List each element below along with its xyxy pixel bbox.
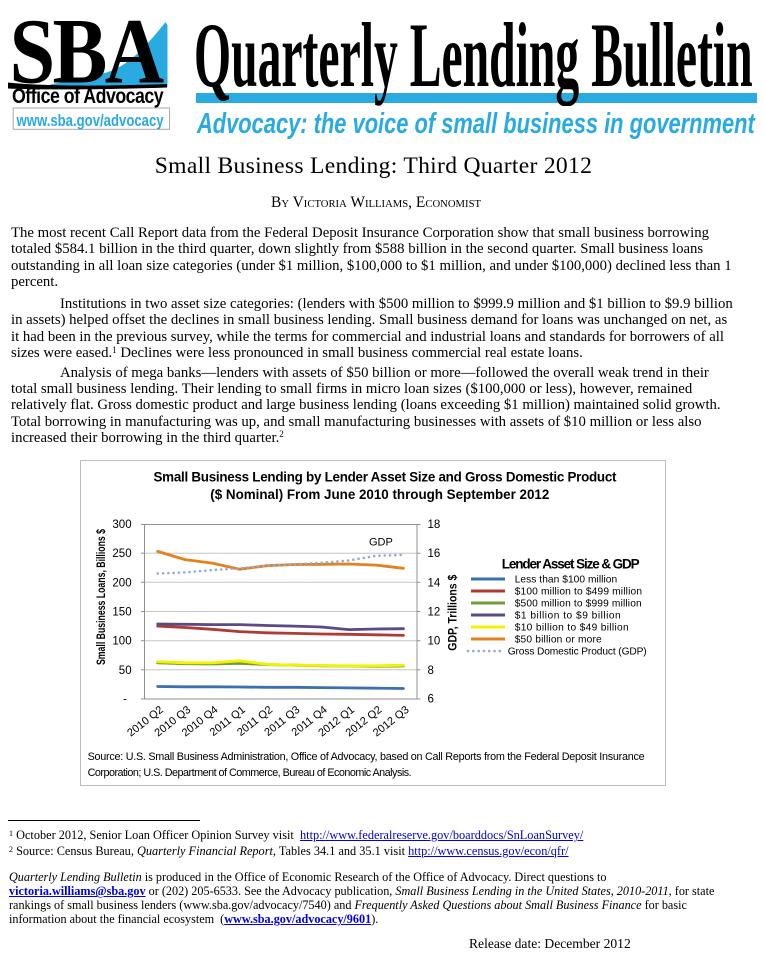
- svg-text:18: 18: [428, 519, 441, 531]
- svg-text:SBA: SBA: [10, 0, 164, 103]
- svg-text:6: 6: [428, 694, 434, 706]
- svg-text:150: 150: [112, 607, 131, 619]
- svg-text:$500 million to $999 million: $500 million to $999 million: [515, 599, 642, 610]
- svg-text:8: 8: [428, 665, 434, 677]
- svg-text:Source: U.S. Small Business Ad: Source: U.S. Small Business Administrati…: [88, 751, 645, 763]
- svg-text:12: 12: [428, 607, 441, 619]
- svg-text:100: 100: [112, 636, 131, 648]
- svg-text:-: -: [123, 694, 127, 706]
- svg-text:Corporation; U.S. Department: Corporation; U.S. Department of Commerce…: [88, 767, 412, 779]
- svg-text:GDP: GDP: [369, 537, 393, 549]
- svg-text:16: 16: [428, 548, 441, 560]
- svg-text:10: 10: [428, 636, 441, 648]
- svg-text:Office of Advocacy: Office of Advocacy: [12, 84, 164, 108]
- svg-text:300: 300: [112, 519, 131, 531]
- svg-text:200: 200: [112, 577, 131, 589]
- svg-text:($ Nominal) From June 2010 thr: ($ Nominal) From June 2010 through Septe…: [210, 487, 549, 502]
- svg-text:Less than $100 million: Less than $100 million: [515, 575, 618, 586]
- svg-text:50: 50: [119, 665, 132, 677]
- svg-text:www.sba.gov/advocacy: www.sba.gov/advocacy: [16, 111, 164, 130]
- svg-text:14: 14: [428, 577, 441, 589]
- svg-text:Lender Asset Size & GDP: Lender Asset Size & GDP: [502, 556, 640, 571]
- svg-text:Small Business Lending by Lend: Small Business Lending by Lender Asset S…: [154, 469, 618, 484]
- svg-text:Small Business Loans, Billions: Small Business Loans, Billions $: [96, 529, 108, 665]
- svg-text:$100 million to $499 million: $100 million to $499 million: [515, 587, 642, 598]
- svg-text:Gross Domestic Product (GDP): Gross Domestic Product (GDP): [508, 647, 647, 658]
- svg-text:$50 billion or more: $50 billion or more: [515, 635, 602, 646]
- svg-text:250: 250: [112, 548, 131, 560]
- svg-text:$10 billion to $49 billion: $10 billion to $49 billion: [515, 623, 629, 634]
- svg-text:$1 billion to $9 billion: $1 billion to $9 billion: [515, 611, 621, 622]
- svg-text:GDP, Trillions $: GDP, Trillions $: [448, 574, 460, 651]
